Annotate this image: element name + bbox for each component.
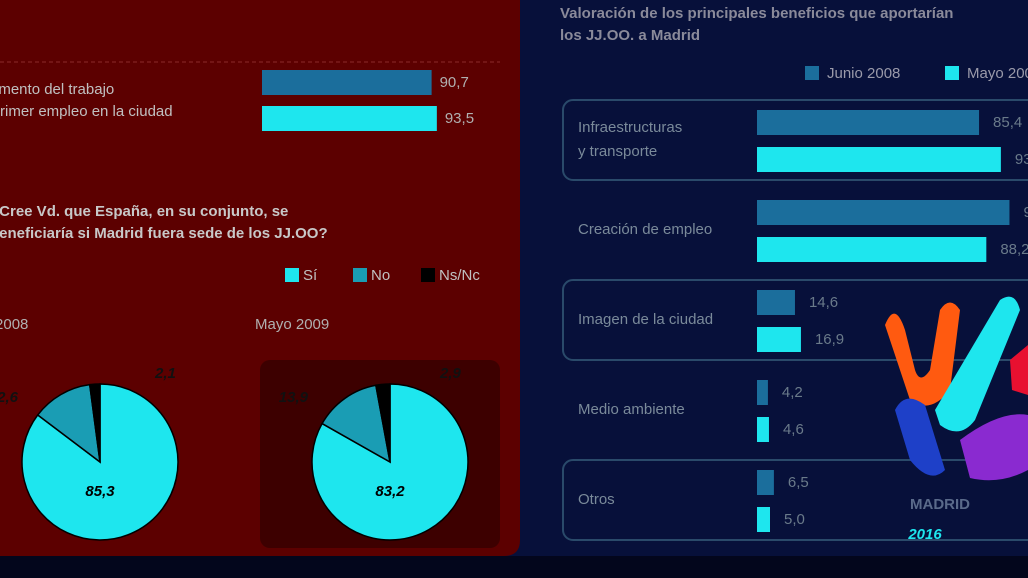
legend-swatch (285, 268, 299, 282)
value-label: 6,5 (788, 474, 809, 491)
bar (757, 237, 987, 262)
pie-slice (36, 383, 101, 464)
value-label: 4,6 (783, 421, 804, 438)
value-label: 4,2 (782, 384, 803, 401)
pie-slice (321, 384, 392, 464)
logo-shape (935, 296, 1020, 432)
value-label: 90,7 (440, 74, 469, 91)
group-label: Medio ambiente (578, 401, 685, 418)
value-label: 93,5 (445, 110, 474, 127)
legend-swatch (353, 268, 367, 282)
legend-swatch (805, 66, 819, 80)
group-label: Imagen de la ciudad (578, 311, 713, 328)
group-label: Infraestructuras (578, 119, 682, 136)
legend-swatch (421, 268, 435, 282)
group-box (562, 459, 1028, 541)
legend-label: No (371, 267, 390, 284)
right-title: Valoración de los principales beneficios… (560, 5, 953, 22)
group-label: Creación de empleo (578, 221, 712, 238)
pie-date: Junio 2008 (0, 316, 28, 333)
legend-label: Sí (303, 267, 318, 284)
group-label: Otros (578, 491, 615, 508)
pie-date: Mayo 2009 (255, 316, 329, 333)
bar (757, 290, 795, 315)
value-label: 14,6 (809, 294, 838, 311)
logo-shape (895, 398, 945, 476)
logo-year: 2016 (907, 526, 942, 543)
group-box (562, 279, 1028, 361)
bar (757, 380, 768, 405)
bottom-strip (0, 556, 1028, 578)
bar (757, 327, 801, 352)
bar (262, 70, 432, 95)
pie-slice (374, 383, 391, 463)
group-box (562, 99, 1028, 181)
bar (757, 110, 980, 135)
value-label: 16,9 (815, 331, 844, 348)
pie-value-label: 85,3 (85, 483, 115, 500)
pie-value-label: 2,9 (439, 365, 462, 382)
bar-label: y primer empleo en la ciudad (0, 103, 173, 120)
value-label: 93,8 (1015, 151, 1028, 168)
legend-swatch (945, 66, 959, 80)
bar (757, 507, 770, 532)
question: ¿Cree Vd. que España, en su conjunto, se (0, 203, 288, 220)
pie-value-label: 83,2 (375, 483, 405, 500)
bar (757, 147, 1001, 172)
value-label: 97,1 (1023, 204, 1028, 221)
pie-slice (21, 383, 179, 541)
legend-label: Junio 2008 (827, 65, 900, 82)
value-label: 88,2 (1000, 241, 1028, 258)
right-title: los JJ.OO. a Madrid (560, 27, 700, 44)
pie-slice (88, 383, 101, 463)
logo-name: MADRID (910, 496, 970, 513)
logo-shape (960, 414, 1028, 481)
group-label: y transporte (578, 143, 657, 160)
logo-shape (885, 302, 960, 406)
value-label: 85,4 (993, 114, 1022, 131)
question: beneficiaría si Madrid fuera sede de los… (0, 225, 328, 242)
legend-label: Ns/Nc (439, 267, 480, 284)
pie-value-label: 12,6 (0, 389, 19, 406)
logo-shape (1010, 345, 1028, 395)
pie-value-label: 13,9 (279, 389, 309, 406)
bar (262, 106, 437, 131)
bar (757, 470, 774, 495)
bar-label: Aumento del trabajo (0, 81, 114, 98)
value-label: 5,0 (784, 511, 805, 528)
pie-value-label: 2,1 (154, 365, 176, 382)
legend-label: Mayo 2009 (967, 65, 1028, 82)
bar (757, 417, 769, 442)
bar (757, 200, 1010, 225)
